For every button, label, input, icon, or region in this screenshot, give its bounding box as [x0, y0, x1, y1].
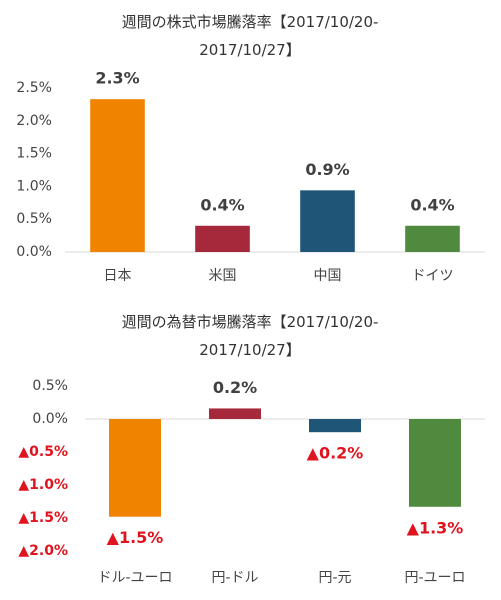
x-tick-label: ドル-ユーロ — [97, 570, 172, 586]
bar — [109, 419, 161, 517]
y-tick-label: ▲1.5% — [18, 510, 68, 526]
chart-title: 週間の株式市場騰落率【2017/10/20-2017/10/27】 — [121, 13, 379, 59]
y-tick-label: 0.5% — [32, 378, 68, 394]
chart-section: 0.5% 0.0% ▲0.5% ▲1.0% ▲1.5% ▲2.0% ドル-ユーロ ▲1.5% 円… — [0, 300, 501, 600]
value-label: 0.2% — [213, 378, 257, 397]
bar — [209, 408, 261, 419]
bar — [90, 99, 145, 252]
x-tick-label: 日本 — [104, 268, 132, 284]
y-tick-label: ▲1.0% — [18, 477, 68, 493]
bar — [405, 225, 460, 252]
x-tick-label: 円-ドル — [211, 570, 258, 586]
chart: 0.0% 0.5% 1.0% 1.5% 2.0% 2.5% 日本 2.3% 米国 0.4% 中国 0.… — [16, 69, 485, 284]
y-tick-label: ▲0.5% — [18, 444, 68, 460]
value-label: 0.9% — [305, 160, 349, 179]
bar — [409, 419, 461, 507]
x-tick-label: ドイツ — [412, 268, 454, 284]
y-tick-label: 0.0% — [16, 244, 52, 260]
y-tick-label: ▲2.0% — [18, 543, 68, 559]
y-tick-label: 1.5% — [16, 146, 52, 162]
bar — [195, 225, 250, 252]
y-tick-label: 1.0% — [16, 178, 52, 194]
chart-section: 0.0% 0.5% 1.0% 1.5% 2.0% 2.5% 日本 2.3% 米国 0.4% 中国 0.… — [16, 13, 485, 284]
value-label: ▲0.2% — [307, 444, 364, 463]
x-tick-label: 中国 — [314, 268, 342, 284]
x-tick-label: 米国 — [209, 268, 237, 284]
value-label: ▲1.5% — [107, 528, 164, 547]
y-tick-label: 0.5% — [16, 211, 52, 227]
value-label: 0.4% — [200, 195, 244, 214]
bar — [300, 190, 355, 252]
value-label: 2.3% — [95, 69, 139, 88]
y-tick-label: 0.0% — [32, 411, 68, 427]
x-tick-label: 円-元 — [318, 570, 351, 586]
chart-title: 週間の為替市場騰落率【2017/10/20-2017/10/27】 — [121, 313, 379, 359]
y-tick-label: 2.5% — [16, 80, 52, 96]
x-tick-label: 円-ユーロ — [404, 570, 465, 586]
bar — [309, 419, 361, 433]
y-tick-label: 2.0% — [16, 113, 52, 129]
value-label: 0.4% — [410, 195, 454, 214]
value-label: ▲1.3% — [407, 518, 464, 537]
chart: 0.5% 0.0% ▲0.5% ▲1.0% ▲1.5% ▲2.0% ドル-ユーロ ▲1.5% 円… — [18, 378, 485, 586]
